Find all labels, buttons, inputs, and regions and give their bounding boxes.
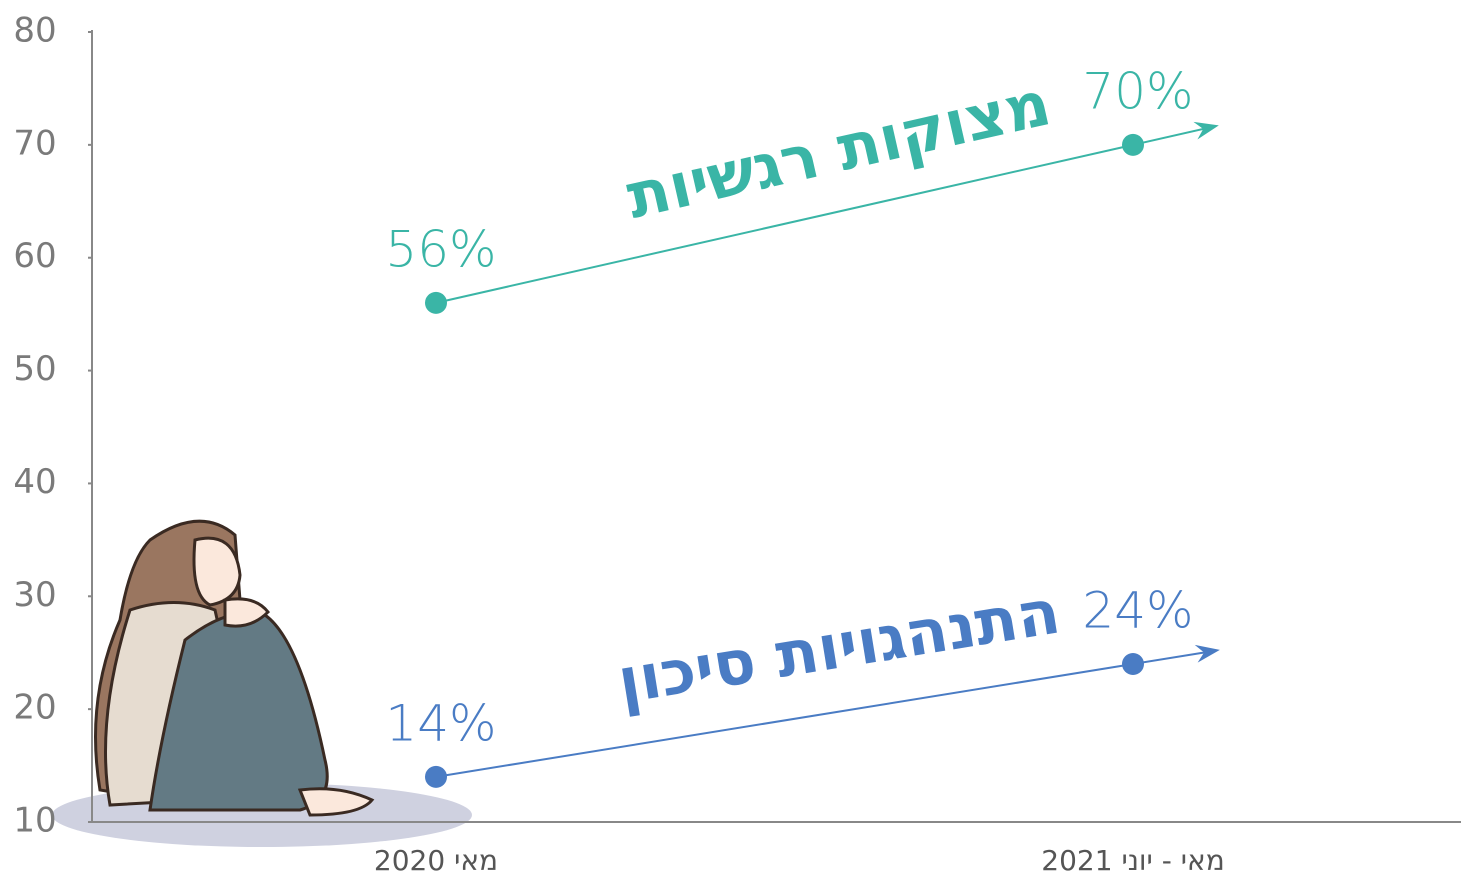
illustration xyxy=(52,519,472,847)
y-tick-label: 10 xyxy=(13,801,56,841)
trend-arrowhead xyxy=(1194,644,1220,663)
x-tick-label: מאי 2020 xyxy=(374,844,498,877)
x-tick-label: מאי - יוני 2021 xyxy=(1041,844,1224,877)
hands xyxy=(223,597,270,628)
face xyxy=(192,536,242,607)
y-tick-label: 60 xyxy=(13,236,56,276)
trend-arrow-shaft xyxy=(1132,126,1212,146)
y-tick-label: 80 xyxy=(13,11,56,51)
series-line xyxy=(435,143,1134,304)
feet xyxy=(297,787,375,817)
data-label: 56% xyxy=(385,220,496,278)
series-line xyxy=(435,663,1134,778)
data-point xyxy=(425,291,447,314)
data-point xyxy=(1122,133,1144,156)
data-point xyxy=(425,765,447,788)
y-tick-label: 20 xyxy=(13,688,56,728)
y-tick-label: 30 xyxy=(13,575,56,615)
data-label: 14% xyxy=(385,694,496,752)
y-tick-label: 50 xyxy=(13,349,56,389)
y-tick-label: 40 xyxy=(13,462,56,502)
trend-arrow-shaft xyxy=(1132,650,1213,665)
y-tick-label: 70 xyxy=(13,123,56,163)
series-name: התנהגויות סיכון xyxy=(613,574,1065,717)
trend-arrowhead xyxy=(1193,121,1219,140)
data-label: 70% xyxy=(1082,62,1193,120)
series-name: מצוקות רגשיות xyxy=(620,66,1057,233)
data-label: 24% xyxy=(1082,582,1193,640)
data-point xyxy=(1122,653,1144,675)
